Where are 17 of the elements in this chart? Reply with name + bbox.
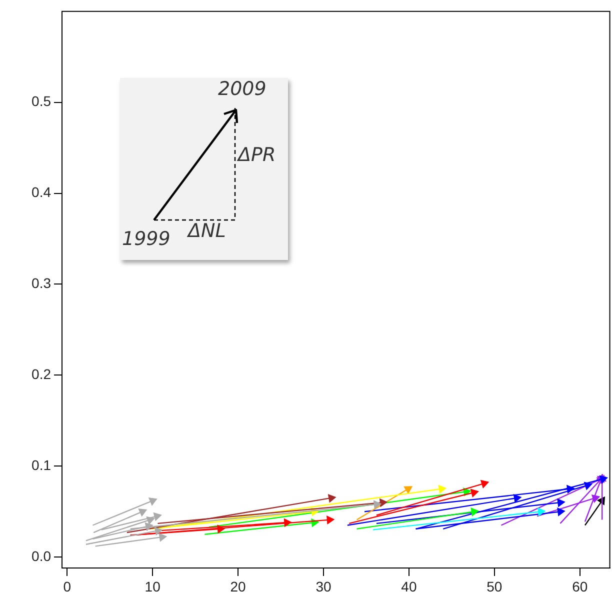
x-tick-label: 20	[230, 578, 246, 594]
y-tick-label: 0.0	[32, 548, 52, 564]
annotation: 2009	[218, 78, 266, 100]
y-tick-label: 0.4	[32, 184, 52, 200]
x-tick-label: 30	[316, 578, 332, 594]
x-tick-label: 60	[572, 578, 588, 594]
y-tick-label: 0.2	[32, 366, 52, 382]
y-tick-label: 0.5	[32, 93, 52, 110]
annotation: 1999	[122, 228, 170, 250]
y-tick-label: 0.3	[32, 275, 52, 292]
annotation: ΔPR	[238, 144, 276, 166]
x-tick-label: 40	[401, 578, 417, 594]
annotation: ΔNL	[188, 220, 226, 242]
y-tick-label: 0.1	[32, 457, 52, 473]
x-tick-label: 50	[486, 578, 502, 594]
x-tick-label: 0	[63, 578, 72, 594]
x-tick-label: 10	[144, 578, 161, 594]
